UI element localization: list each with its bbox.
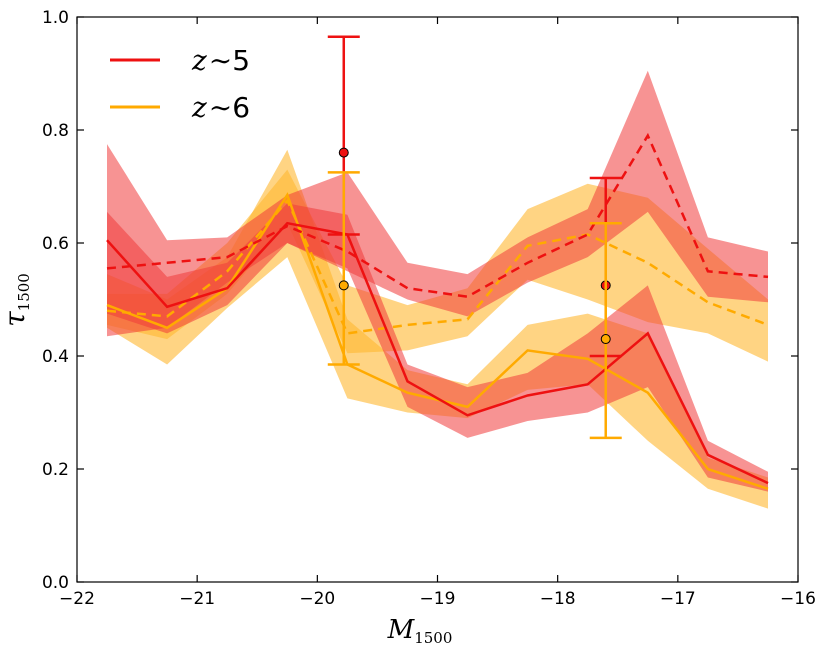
legend-label-z5: z∼5 bbox=[191, 44, 250, 77]
legend-z6-num: 6 bbox=[232, 91, 250, 124]
y-tick-label: 0.2 bbox=[42, 460, 69, 480]
x-tick-label: −18 bbox=[540, 589, 576, 609]
y-axis-label-main: τ bbox=[0, 311, 31, 327]
x-tick-label: −19 bbox=[420, 589, 456, 609]
legend-z6-sim: ∼ bbox=[209, 91, 232, 124]
legend-label-z6: z∼6 bbox=[191, 91, 250, 124]
x-axis-label: M1500 bbox=[387, 615, 453, 647]
y-axis-label: τ1500 bbox=[0, 273, 33, 327]
legend: z∼5 z∼6 bbox=[110, 44, 250, 124]
legend-z5-var: z bbox=[191, 44, 207, 77]
line-dashed-z5 bbox=[106, 132, 769, 298]
line-solid-z6 bbox=[106, 192, 769, 490]
x-tick-label: −21 bbox=[179, 589, 215, 609]
line-dashed-z6 bbox=[106, 198, 769, 335]
x-tick-label: −17 bbox=[660, 589, 696, 609]
y-tick-label: 0.0 bbox=[42, 573, 69, 593]
point-z6-1 bbox=[600, 334, 611, 345]
point-z6-0 bbox=[338, 280, 349, 291]
y-tick-label: 0.6 bbox=[42, 234, 69, 254]
x-axis-ticks: −22 −21 −20 −19 −18 −17 −16 bbox=[59, 17, 816, 609]
series-lines bbox=[106, 132, 769, 490]
y-tick-label: 0.4 bbox=[42, 347, 69, 367]
legend-z5-num: 5 bbox=[232, 44, 250, 77]
x-tick-label: −22 bbox=[59, 589, 95, 609]
x-tick-label: −16 bbox=[780, 589, 816, 609]
x-axis-label-sub: 1500 bbox=[414, 629, 452, 647]
legend-z5-sim: ∼ bbox=[209, 44, 232, 77]
line-solid-z5 bbox=[106, 221, 769, 485]
legend-z6-var: z bbox=[191, 91, 207, 124]
y-tick-label: 1.0 bbox=[42, 8, 69, 28]
x-axis-label-main: M bbox=[387, 615, 416, 645]
y-tick-label: 0.8 bbox=[42, 121, 69, 141]
point-z5-0 bbox=[338, 147, 349, 158]
y-axis-label-sub: 1500 bbox=[15, 273, 33, 311]
x-tick-label: −20 bbox=[299, 589, 335, 609]
error-bar-points bbox=[327, 35, 622, 440]
y-axis-ticks: 0.0 0.2 0.4 0.6 0.8 1.0 bbox=[42, 8, 798, 593]
